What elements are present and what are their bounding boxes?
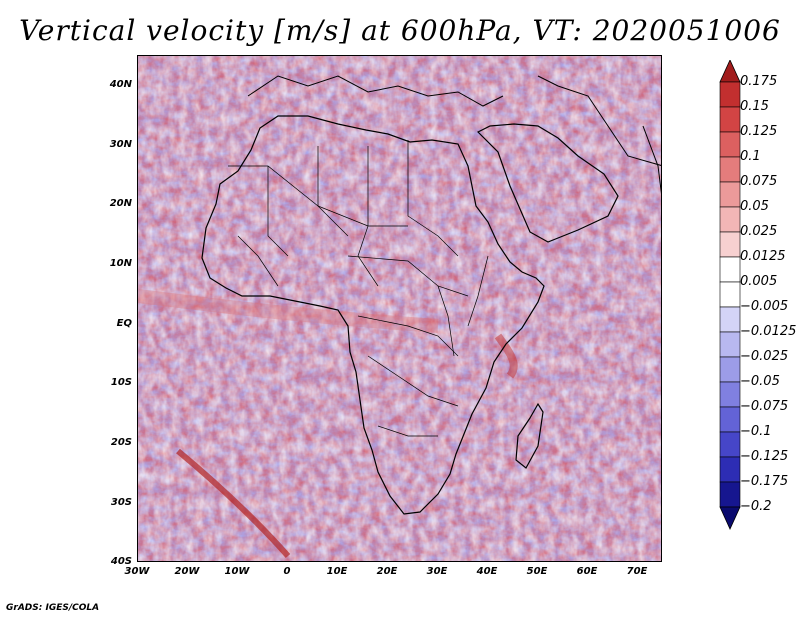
colorbar-label: 0.075 [740, 174, 778, 189]
lon-tick-50e: 50E [526, 566, 548, 577]
colorbar-box [719, 406, 741, 433]
colorbar-min-triangle [719, 506, 741, 530]
india-coast [642, 125, 661, 195]
lon-tick-30e: 30E [426, 566, 448, 577]
southwest-jet-band [176, 448, 291, 558]
neutral-texture [138, 56, 661, 561]
lat-tick-30s: 30S [110, 497, 132, 508]
colorbar-label: 0.05 [740, 199, 769, 214]
colorbar-box [719, 131, 741, 158]
lat-tick-20s: 20S [110, 437, 132, 448]
colorbar [719, 60, 741, 530]
colorbar-box [719, 481, 741, 508]
colorbar-label: 0.125 [740, 124, 778, 139]
lon-tick-10w: 10W [224, 566, 250, 577]
colorbar-label: 0.0125 [740, 249, 786, 264]
iran-border [537, 75, 661, 166]
europe-coast [247, 75, 504, 107]
colorbar-label: 0.15 [740, 99, 769, 114]
lat-tick-10s: 10S [110, 377, 132, 388]
country-borders [228, 140, 489, 437]
colorbar-label: −0.025 [740, 349, 789, 364]
colorbar-label: 0.005 [740, 274, 778, 289]
colorbar-label: −0.2 [740, 499, 772, 514]
colorbar-box [719, 156, 741, 183]
east-africa-ascent [494, 333, 518, 379]
colorbar-label: −0.075 [740, 399, 789, 414]
colorbar-label: −0.0125 [740, 324, 797, 339]
lon-tick-20e: 20E [376, 566, 398, 577]
colorbar-label: 0.175 [740, 74, 778, 89]
colorbar-box [719, 281, 741, 308]
africa-coastline [201, 115, 545, 515]
vertical-velocity-map [138, 56, 661, 561]
madagascar [515, 402, 544, 469]
colorbar-box [719, 81, 741, 108]
colorbar-box [719, 456, 741, 483]
colorbar-box [719, 381, 741, 408]
colorbar-box [719, 331, 741, 358]
lon-tick-30w: 30W [124, 566, 150, 577]
colorbar-label: −0.05 [740, 374, 780, 389]
lon-tick-0: 0 [283, 566, 291, 577]
lat-tick-10n: 10N [109, 258, 132, 269]
colorbar-label: −0.175 [740, 474, 789, 489]
colorbar-label: −0.1 [740, 424, 772, 439]
colorbar-box [719, 181, 741, 208]
equatorial-band [138, 289, 439, 333]
lat-tick-eq: EQ [116, 318, 132, 329]
colorbar-box [719, 431, 741, 458]
lon-tick-20w: 20W [174, 566, 200, 577]
colorbar-label: 0.025 [740, 224, 778, 239]
lon-tick-70e: 70E [626, 566, 648, 577]
lat-tick-40n: 40N [109, 79, 132, 90]
map-plot-area [137, 55, 662, 562]
lat-tick-40s: 40S [110, 556, 132, 567]
lat-tick-30n: 30N [109, 139, 132, 150]
colorbar-box [719, 106, 741, 133]
colorbar-box [719, 256, 741, 283]
grads-credit: GrADS: IGES/COLA [6, 603, 100, 613]
colorbar-label: −0.125 [740, 449, 789, 464]
lon-tick-60e: 60E [576, 566, 598, 577]
colorbar-label: 0.1 [740, 149, 761, 164]
colorbar-box [719, 306, 741, 333]
arabian-peninsula [476, 123, 619, 243]
colorbar-label: −0.005 [740, 299, 789, 314]
colorbar-box [719, 356, 741, 383]
chart-title: Vertical velocity [m/s] at 600hPa, VT: 2… [19, 14, 781, 47]
lon-tick-10e: 10E [326, 566, 348, 577]
lon-tick-40e: 40E [476, 566, 498, 577]
colorbar-box [719, 206, 741, 233]
colorbar-box [719, 231, 741, 258]
lat-tick-20n: 20N [109, 198, 132, 209]
colorbar-max-triangle [719, 60, 741, 83]
